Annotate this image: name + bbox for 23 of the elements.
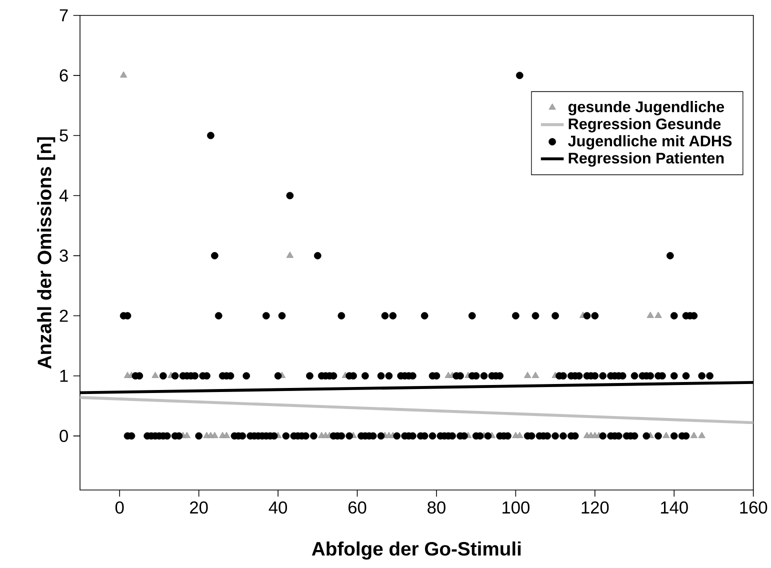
x-tick-label: 120 xyxy=(582,501,609,514)
y-tick-label: 1 xyxy=(60,370,68,382)
y-tick-label: 5 xyxy=(60,129,68,142)
y-tick-label: 4 xyxy=(59,190,68,202)
x-tick-label: 40 xyxy=(268,501,288,514)
x-tick-label: 80 xyxy=(428,501,446,514)
x-tick-label: 20 xyxy=(190,501,208,514)
y-tick-label: 6 xyxy=(60,69,68,82)
legend-label: Jugendliche mit ADHS xyxy=(568,135,732,150)
y-tick-label: 3 xyxy=(60,250,68,262)
x-tick-label: 60 xyxy=(348,501,366,514)
x-tick-label: 140 xyxy=(660,501,688,514)
y-tick-label: 0 xyxy=(60,430,68,442)
legend-label: gesunde Jugendliche xyxy=(568,100,724,116)
x-tick-label: 160 xyxy=(740,501,768,514)
x-tick-label: 100 xyxy=(502,501,530,514)
y-tick-label: 2 xyxy=(60,310,68,322)
x-axis-title: Abfolge der Go-Stimuli xyxy=(312,541,521,560)
legend-label: Regression Patienten xyxy=(568,152,724,167)
y-axis-title: Anzahl der Omissions [n] xyxy=(37,137,56,369)
x-tick-label: 0 xyxy=(115,501,124,514)
legend-label: Regression Gesunde xyxy=(568,118,721,132)
y-tick-label: 7 xyxy=(60,9,68,22)
